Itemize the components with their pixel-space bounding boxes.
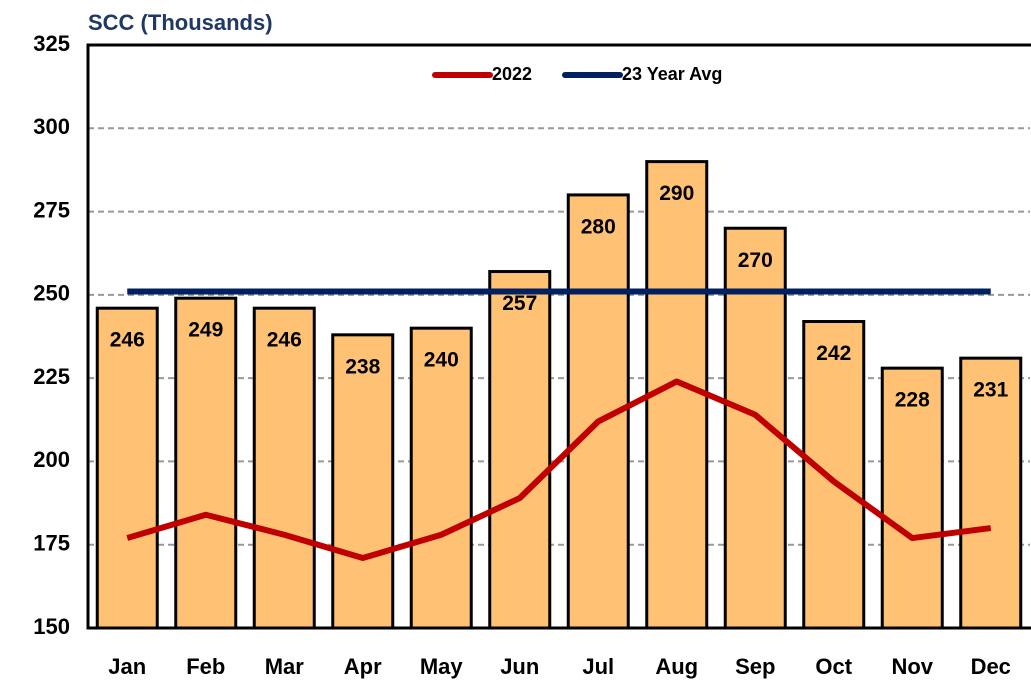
bar [95,306,159,630]
data-label: 246 [267,329,302,352]
y-tick-label: 175 [33,531,70,556]
y-tick-label: 150 [33,614,70,639]
bar [488,270,552,630]
x-tick-label: May [420,654,464,679]
x-tick-label: Nov [891,654,933,679]
data-label: 231 [973,379,1008,402]
data-label: 242 [816,342,851,365]
x-tick-label: Feb [186,654,225,679]
x-tick-label: Mar [265,654,305,679]
legend-label: 23 Year Avg [622,64,722,84]
chart-title: SCC (Thousands) [88,10,273,35]
line-series [126,378,992,562]
x-tick-label: Apr [344,654,382,679]
bar [723,226,787,630]
bar [880,366,944,630]
legend-label: 2022 [492,64,532,84]
x-tick-label: Jul [582,654,614,679]
data-label: 280 [581,215,616,238]
y-tick-label: 250 [33,281,70,306]
data-label: 249 [188,319,223,342]
data-label: 257 [502,292,537,315]
y-tick-label: 225 [33,364,70,389]
x-tick-label: Dec [971,654,1011,679]
y-tick-label: 275 [33,197,70,222]
data-label: 228 [895,389,930,412]
data-label: 238 [345,355,380,378]
x-tick-label: Jun [500,654,539,679]
data-label: 246 [110,329,145,352]
y-tick-label: 200 [33,447,70,472]
x-tick-label: Sep [735,654,775,679]
bar [331,333,395,630]
bar [174,296,238,630]
plot-frame [86,43,1031,630]
data-label: 240 [424,349,459,372]
bar [802,320,866,630]
bar [252,306,316,630]
x-tick-label: Aug [655,654,698,679]
x-tick-label: Oct [815,654,852,679]
data-label: 270 [738,249,773,272]
y-tick-label: 300 [33,114,70,139]
y-tick-label: 325 [33,31,70,56]
x-tick-label: Jan [108,654,146,679]
bar [409,326,473,630]
data-label: 290 [659,182,694,205]
